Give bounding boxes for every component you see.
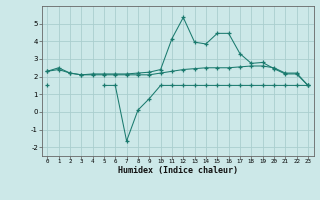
X-axis label: Humidex (Indice chaleur): Humidex (Indice chaleur) [118, 166, 237, 175]
